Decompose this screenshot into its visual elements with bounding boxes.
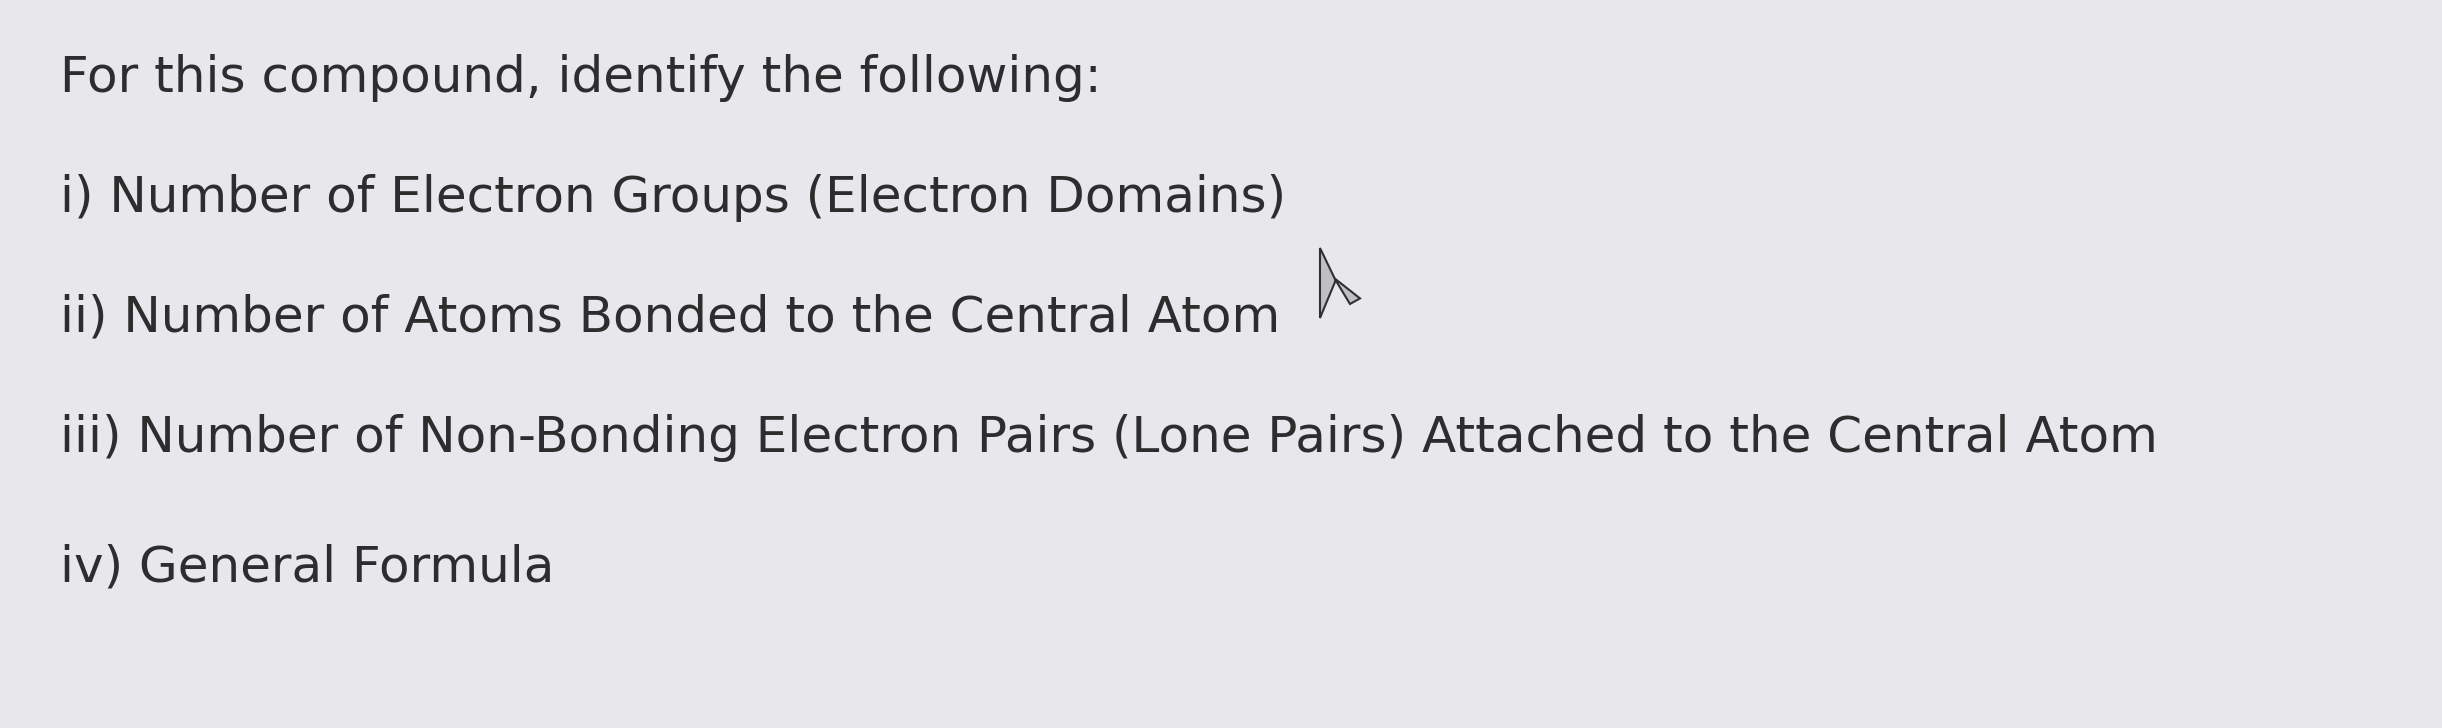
Text: For this compound, identify the following:: For this compound, identify the followin… <box>61 54 1101 102</box>
Text: ii) Number of Atoms Bonded to the Central Atom: ii) Number of Atoms Bonded to the Centra… <box>61 294 1280 342</box>
Polygon shape <box>1321 248 1360 318</box>
Text: iii) Number of Non-Bonding Electron Pairs (Lone Pairs) Attached to the Central A: iii) Number of Non-Bonding Electron Pair… <box>61 414 2159 462</box>
Text: i) Number of Electron Groups (Electron Domains): i) Number of Electron Groups (Electron D… <box>61 174 1287 222</box>
Text: iv) General Formula: iv) General Formula <box>61 544 554 592</box>
